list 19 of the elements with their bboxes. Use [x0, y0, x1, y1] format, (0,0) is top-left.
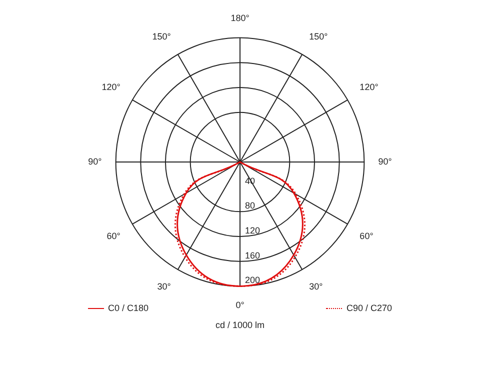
spoke-label: 120° — [360, 82, 379, 92]
spoke-label: 30° — [157, 282, 172, 292]
legend-label: C0 / C180 — [108, 303, 149, 313]
spoke-label: 150° — [309, 31, 328, 42]
y-tick-label: 200 — [245, 275, 260, 286]
text: cd / 1000 lm — [214, 320, 266, 330]
spoke-label: 180° — [230, 12, 250, 23]
legend-label: C90 / C270 — [346, 303, 392, 313]
spoke-label: 0° — [236, 300, 245, 310]
spoke-label: 90° — [378, 156, 392, 166]
spoke-label: 120° — [102, 82, 121, 92]
y-tick-label: 120 — [245, 226, 260, 236]
y-tick-label: 80 — [245, 200, 256, 211]
spoke-label: 150° — [152, 31, 172, 42]
spoke-label: 90° — [88, 156, 102, 166]
spoke-label: 30° — [309, 282, 324, 292]
spoke-label: 60° — [360, 230, 374, 241]
spoke-label: 60° — [106, 230, 121, 241]
y-tick-label: 160 — [245, 250, 260, 260]
